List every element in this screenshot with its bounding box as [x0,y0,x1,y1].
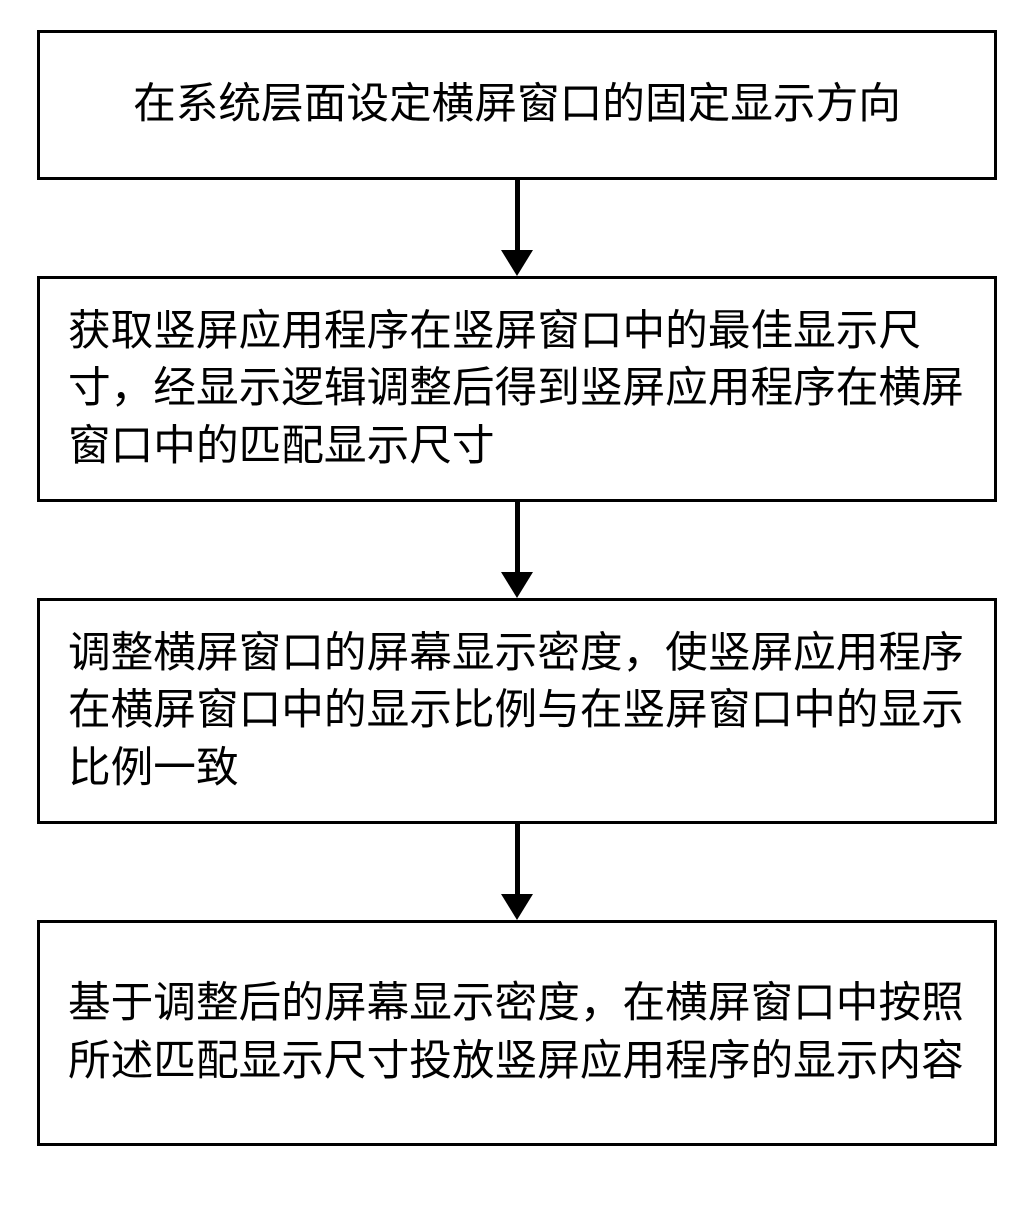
arrow-line-icon [515,824,520,894]
flow-node-1-text: 在系统层面设定横屏窗口的固定显示方向 [68,76,966,134]
flow-arrow-2 [501,502,533,598]
flow-node-2-text: 获取竖屏应用程序在竖屏窗口中的最佳显示尺寸，经显示逻辑调整后得到竖屏应用程序在横… [68,303,966,476]
arrow-down-icon [501,572,533,598]
arrow-line-icon [515,502,520,572]
flow-node-3: 调整横屏窗口的屏幕显示密度，使竖屏应用程序在横屏窗口中的显示比例与在竖屏窗口中的… [37,598,997,824]
flow-node-1: 在系统层面设定横屏窗口的固定显示方向 [37,30,997,180]
flow-node-4-text: 基于调整后的屏幕显示密度，在横屏窗口中按照所述匹配显示尺寸投放竖屏应用程序的显示… [68,975,966,1090]
arrow-down-icon [501,894,533,920]
flow-node-3-text: 调整横屏窗口的屏幕显示密度，使竖屏应用程序在横屏窗口中的显示比例与在竖屏窗口中的… [68,625,966,798]
flowchart-container: 在系统层面设定横屏窗口的固定显示方向 获取竖屏应用程序在竖屏窗口中的最佳显示尺寸… [30,30,1004,1146]
flow-node-2: 获取竖屏应用程序在竖屏窗口中的最佳显示尺寸，经显示逻辑调整后得到竖屏应用程序在横… [37,276,997,502]
arrow-line-icon [515,180,520,250]
arrow-down-icon [501,250,533,276]
flow-arrow-3 [501,824,533,920]
flow-node-4: 基于调整后的屏幕显示密度，在横屏窗口中按照所述匹配显示尺寸投放竖屏应用程序的显示… [37,920,997,1146]
flow-arrow-1 [501,180,533,276]
